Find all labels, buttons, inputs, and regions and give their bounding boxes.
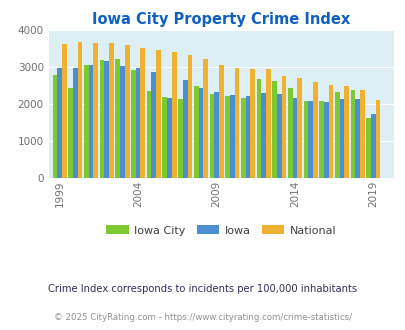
Bar — [303, 101, 307, 178]
Bar — [68, 88, 73, 178]
Bar — [100, 60, 104, 178]
Bar — [365, 118, 370, 178]
Bar — [62, 44, 66, 178]
Bar — [245, 96, 249, 178]
Bar — [256, 79, 261, 178]
Bar — [109, 44, 113, 178]
Bar — [328, 85, 333, 178]
Bar — [178, 99, 182, 178]
Bar — [359, 90, 364, 178]
Bar — [171, 52, 176, 178]
Text: Crime Index corresponds to incidents per 100,000 inhabitants: Crime Index corresponds to incidents per… — [48, 284, 357, 294]
Bar — [131, 70, 135, 178]
Bar — [323, 102, 328, 178]
Bar — [89, 65, 93, 178]
Bar — [162, 97, 167, 178]
Bar — [77, 42, 82, 178]
Bar — [93, 43, 98, 178]
Bar — [73, 68, 77, 178]
Bar — [265, 69, 270, 178]
Bar — [343, 86, 348, 178]
Bar — [234, 68, 239, 178]
Bar — [120, 66, 124, 178]
Bar — [375, 100, 379, 178]
Title: Iowa City Property Crime Index: Iowa City Property Crime Index — [92, 12, 350, 27]
Bar — [198, 87, 203, 178]
Bar — [249, 69, 254, 178]
Bar — [193, 86, 198, 178]
Legend: Iowa City, Iowa, National: Iowa City, Iowa, National — [106, 225, 335, 236]
Text: © 2025 CityRating.com - https://www.cityrating.com/crime-statistics/: © 2025 CityRating.com - https://www.city… — [54, 313, 351, 322]
Bar — [104, 61, 109, 178]
Bar — [146, 91, 151, 178]
Bar — [339, 99, 343, 178]
Bar — [156, 50, 160, 178]
Bar — [350, 90, 354, 178]
Bar — [370, 114, 375, 178]
Bar — [312, 82, 317, 178]
Bar — [187, 55, 192, 178]
Bar — [287, 87, 292, 178]
Bar — [140, 48, 145, 178]
Bar — [218, 65, 223, 178]
Bar — [182, 80, 187, 178]
Bar — [225, 96, 229, 178]
Bar — [296, 78, 301, 178]
Bar — [354, 99, 359, 178]
Bar — [203, 59, 207, 178]
Bar — [214, 92, 218, 178]
Bar — [281, 76, 286, 178]
Bar — [292, 98, 296, 178]
Bar — [307, 101, 312, 178]
Bar — [53, 75, 57, 178]
Bar — [124, 45, 129, 178]
Bar — [272, 81, 276, 178]
Bar — [276, 94, 281, 178]
Bar — [229, 95, 234, 178]
Bar — [151, 72, 156, 178]
Bar — [261, 93, 265, 178]
Bar — [209, 94, 214, 178]
Bar — [334, 92, 339, 178]
Bar — [318, 101, 323, 178]
Bar — [57, 68, 62, 178]
Bar — [84, 65, 89, 178]
Bar — [167, 98, 171, 178]
Bar — [240, 98, 245, 178]
Bar — [135, 68, 140, 178]
Bar — [115, 59, 120, 178]
